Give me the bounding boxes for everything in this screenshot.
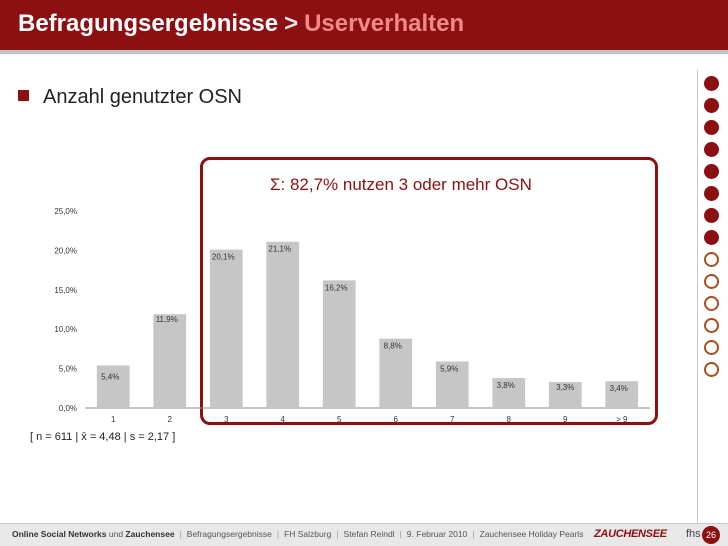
bar-value-label: 11,9% — [156, 315, 178, 324]
footer-course: Online Social Networks — [12, 529, 107, 539]
footer-event: Zauchensee Holiday Pearls — [479, 529, 584, 539]
title-main: Befragungsergebnisse — [18, 10, 279, 37]
highlight-frame — [200, 157, 658, 425]
nav-dot-1[interactable] — [704, 76, 719, 91]
bar-6 — [379, 338, 413, 408]
bar-9 — [548, 381, 582, 408]
stats-summary: [ n = 611 | x̄ = 4,48 | s = 2,17 ] — [30, 431, 176, 443]
side-divider — [697, 70, 698, 530]
footer-school: FH Salzburg — [284, 529, 332, 539]
bar-8 — [492, 378, 526, 408]
y-tick-label: 25,0% — [54, 207, 77, 216]
footer-section: Befragungsergebnisse — [186, 529, 272, 539]
header-bar: Befragungsergebnisse > Userverhalten — [0, 0, 728, 54]
footer-and: und — [108, 529, 124, 539]
nav-dot-10[interactable] — [704, 274, 719, 289]
bar-value-label: 21,1% — [268, 245, 291, 254]
nav-dot-12[interactable] — [704, 318, 719, 333]
zauchensee-logo: ZAUCHENSEE — [594, 528, 667, 540]
bar-2 — [153, 314, 187, 408]
bar-value-label: 16,2% — [325, 283, 348, 292]
title-separator: > — [284, 10, 299, 37]
bar-value-label: 5,4% — [101, 372, 119, 381]
bar-value-label: 20,1% — [212, 253, 235, 262]
x-tick-label: 8 — [507, 415, 512, 424]
bar-> 9 — [605, 381, 639, 408]
bullet-square-icon — [18, 90, 29, 101]
y-tick-label: 10,0% — [54, 325, 77, 334]
nav-dot-5[interactable] — [704, 164, 719, 179]
x-tick-label: > 9 — [616, 415, 628, 424]
nav-dot-13[interactable] — [704, 340, 719, 355]
x-tick-label: 7 — [450, 415, 455, 424]
y-tick-label: 0,0% — [59, 404, 77, 413]
footer-bar: Online Social Networks und Zauchensee | Be… — [0, 523, 728, 546]
footer-place: Zauchensee — [125, 529, 175, 539]
bullet-item: Anzahl genutzter OSN — [18, 86, 242, 109]
bar-value-label: 3,8% — [497, 381, 515, 390]
bar-7 — [435, 361, 469, 408]
y-tick-label: 20,0% — [54, 246, 77, 255]
bar-1 — [96, 365, 130, 408]
fhs-logo: fhs — [686, 528, 701, 540]
footer-author: Stefan Reindl — [343, 529, 395, 539]
x-tick-label: 1 — [111, 415, 116, 424]
nav-dot-14[interactable] — [704, 362, 719, 377]
nav-dot-3[interactable] — [704, 120, 719, 135]
bar-value-label: 5,9% — [440, 365, 458, 374]
y-tick-label: 15,0% — [54, 286, 77, 295]
nav-dot-11[interactable] — [704, 296, 719, 311]
bar-4 — [266, 241, 300, 408]
footer-items: Online Social Networks und Zauchensee | Be… — [12, 529, 584, 539]
x-tick-label: 6 — [394, 415, 399, 424]
title-subtitle: Userverhalten — [304, 10, 465, 37]
x-tick-label: 2 — [168, 415, 173, 424]
nav-dot-9[interactable] — [704, 252, 719, 267]
bar-value-label: 3,4% — [610, 384, 628, 393]
nav-dot-6[interactable] — [704, 186, 719, 201]
bar-value-label: 3,3% — [556, 383, 574, 392]
footer-date: 9. Februar 2010 — [406, 529, 468, 539]
progress-dots — [704, 76, 720, 384]
x-tick-label: 9 — [563, 415, 568, 424]
x-tick-label: 5 — [337, 415, 342, 424]
nav-dot-4[interactable] — [704, 142, 719, 157]
bar-value-label: 8,8% — [384, 342, 402, 351]
bar-5 — [322, 280, 356, 408]
bullet-text: Anzahl genutzter OSN — [43, 86, 242, 108]
x-tick-label: 3 — [224, 415, 229, 424]
header-underline — [0, 50, 728, 54]
slide-title: Befragungsergebnisse > Userverhalten — [18, 10, 464, 38]
sum-annotation: Σ: 82,7% nutzen 3 oder mehr OSN — [270, 175, 532, 194]
nav-dot-7[interactable] — [704, 208, 719, 223]
y-tick-label: 5,0% — [59, 365, 77, 374]
nav-dot-2[interactable] — [704, 98, 719, 113]
bar-3 — [209, 249, 243, 408]
nav-dot-8[interactable] — [704, 230, 719, 245]
page-number: 26 — [702, 526, 720, 544]
x-tick-label: 4 — [281, 415, 286, 424]
